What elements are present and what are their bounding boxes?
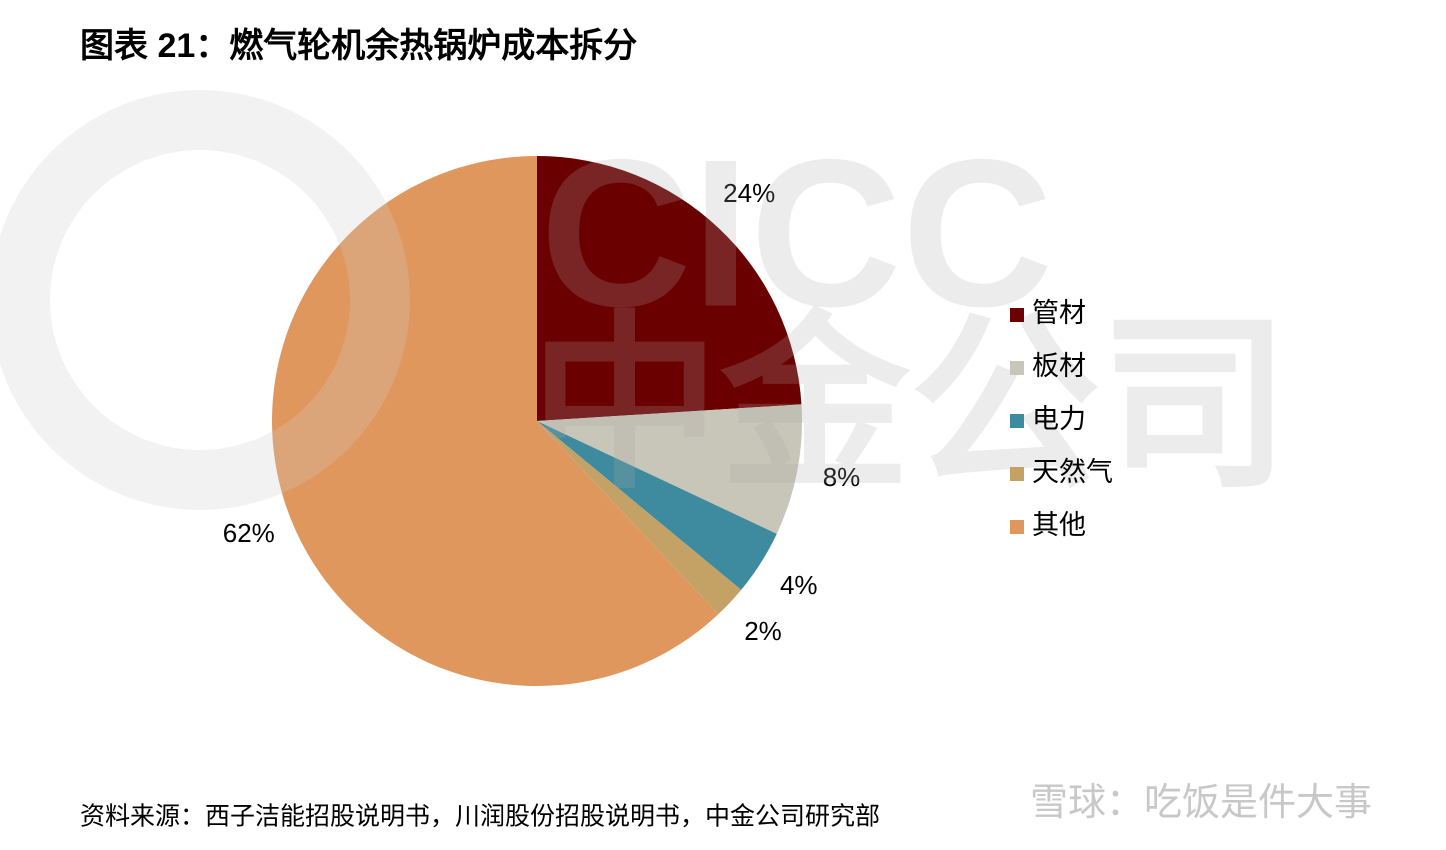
site-watermark: 雪球：吃饭是件大事 (1030, 782, 1372, 824)
legend-swatch (1010, 414, 1024, 428)
legend-label: 天然气 (1032, 457, 1113, 487)
legend-swatch (1010, 361, 1024, 375)
watermark: 中金公司 (530, 299, 1290, 511)
watermark-logo (0, 90, 410, 510)
pie-slice (537, 156, 802, 421)
data-label: 2% (744, 616, 782, 646)
legend-swatch (1010, 308, 1024, 322)
data-label: 8% (823, 462, 861, 492)
legend-swatch (1010, 467, 1024, 481)
pie-slice (537, 421, 777, 590)
source-note: 资料来源：西子洁能招股说明书，川润股份招股说明书，中金公司研究部 (80, 803, 880, 831)
legend-label: 其他 (1032, 510, 1086, 540)
chart-title: 图表 21：燃气轮机余热锅炉成本拆分 (80, 26, 637, 65)
legend-swatch (1010, 520, 1024, 534)
watermark: CICC (540, 115, 1053, 350)
data-label: 4% (780, 570, 818, 600)
pie-slice (537, 404, 803, 534)
legend-label: 板材 (1032, 351, 1086, 381)
data-label: 24% (723, 178, 775, 208)
pie-slice (271, 156, 719, 687)
data-label: 62% (223, 518, 275, 548)
pie-slice (537, 421, 742, 615)
legend-label: 电力 (1032, 404, 1086, 434)
legend-label: 管材 (1032, 298, 1086, 328)
